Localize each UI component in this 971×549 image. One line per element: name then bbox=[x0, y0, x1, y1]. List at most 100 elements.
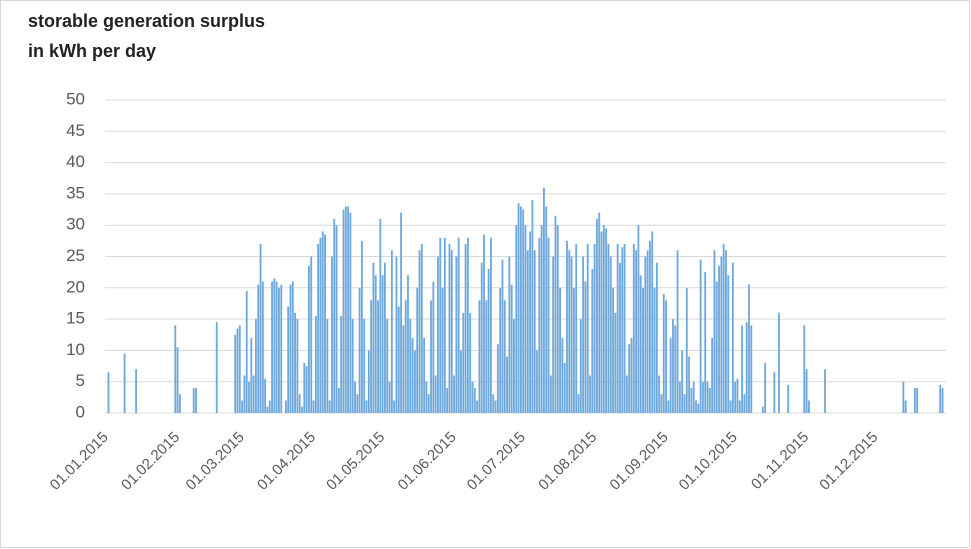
bar bbox=[559, 287, 561, 413]
bar bbox=[545, 206, 548, 413]
bar bbox=[575, 243, 578, 413]
bar bbox=[683, 394, 686, 413]
bar bbox=[743, 394, 746, 413]
bar bbox=[612, 287, 614, 413]
bar bbox=[425, 381, 428, 413]
bar bbox=[584, 281, 587, 413]
bar bbox=[298, 394, 301, 413]
bar bbox=[598, 212, 601, 413]
bar bbox=[533, 250, 536, 413]
bar bbox=[773, 372, 776, 413]
bar bbox=[718, 265, 720, 413]
bar bbox=[538, 237, 541, 413]
bar bbox=[395, 256, 398, 413]
bar bbox=[321, 231, 324, 413]
bar bbox=[490, 237, 492, 413]
bar bbox=[941, 387, 944, 413]
bar bbox=[358, 287, 361, 413]
bar bbox=[658, 375, 661, 413]
bar bbox=[649, 240, 651, 413]
y-tick-label: 40 bbox=[66, 152, 85, 171]
bar bbox=[600, 231, 603, 413]
bar bbox=[416, 287, 419, 413]
bar bbox=[471, 381, 474, 413]
bar bbox=[409, 319, 412, 413]
bar bbox=[411, 337, 414, 413]
bar bbox=[619, 262, 621, 413]
bar bbox=[360, 240, 363, 413]
bar bbox=[729, 400, 732, 413]
bar bbox=[340, 315, 343, 413]
bar bbox=[699, 259, 702, 413]
bar bbox=[388, 381, 391, 413]
bar bbox=[273, 278, 276, 413]
bar bbox=[312, 400, 315, 413]
bar bbox=[478, 300, 481, 413]
bar bbox=[446, 387, 449, 413]
bar bbox=[517, 203, 520, 413]
y-tick-label: 35 bbox=[66, 183, 85, 202]
bar bbox=[337, 387, 340, 413]
bar bbox=[370, 300, 373, 413]
bar bbox=[667, 400, 670, 413]
bar bbox=[579, 319, 582, 413]
bar bbox=[646, 250, 649, 413]
bar bbox=[324, 234, 326, 413]
bar bbox=[637, 225, 640, 413]
bar bbox=[390, 250, 393, 413]
bar bbox=[644, 256, 647, 413]
bar bbox=[303, 362, 306, 413]
y-tick-label: 50 bbox=[66, 89, 85, 108]
bar bbox=[625, 375, 628, 413]
bar bbox=[582, 256, 585, 413]
bar bbox=[483, 234, 485, 413]
bar bbox=[236, 328, 239, 413]
y-tick-label: 45 bbox=[66, 121, 85, 140]
bar bbox=[499, 287, 502, 413]
bar bbox=[174, 325, 177, 413]
bar bbox=[639, 275, 642, 413]
bar bbox=[261, 281, 264, 413]
bar bbox=[734, 381, 737, 413]
bar bbox=[701, 381, 704, 413]
bar bbox=[651, 231, 654, 413]
bar bbox=[720, 256, 723, 413]
bar bbox=[676, 250, 679, 413]
bar bbox=[284, 400, 287, 413]
bar bbox=[526, 250, 529, 413]
bar bbox=[335, 225, 338, 413]
bar bbox=[506, 356, 508, 413]
bar bbox=[460, 350, 462, 413]
bar bbox=[665, 300, 667, 413]
bar bbox=[513, 319, 515, 413]
bar bbox=[711, 337, 714, 413]
bar bbox=[363, 319, 366, 413]
bar bbox=[738, 400, 741, 413]
bar bbox=[529, 231, 532, 413]
bar bbox=[561, 337, 564, 413]
bar bbox=[609, 256, 612, 413]
bar bbox=[238, 325, 241, 413]
bar bbox=[135, 369, 138, 413]
bar bbox=[787, 384, 790, 413]
bar bbox=[522, 209, 525, 413]
bar bbox=[653, 287, 656, 413]
bar bbox=[314, 315, 317, 413]
bar bbox=[301, 406, 303, 413]
bar bbox=[589, 375, 591, 413]
bar bbox=[432, 281, 435, 413]
bar bbox=[706, 381, 709, 413]
bar bbox=[354, 381, 356, 413]
bar bbox=[420, 243, 423, 413]
bar bbox=[803, 325, 806, 413]
bar bbox=[510, 284, 513, 413]
bar bbox=[245, 290, 248, 413]
bar bbox=[328, 400, 331, 413]
y-tick-label: 20 bbox=[66, 277, 85, 296]
bar bbox=[678, 381, 681, 413]
bar bbox=[462, 312, 465, 413]
bar bbox=[443, 237, 446, 413]
y-tick-label: 5 bbox=[76, 371, 85, 390]
bar bbox=[642, 287, 644, 413]
